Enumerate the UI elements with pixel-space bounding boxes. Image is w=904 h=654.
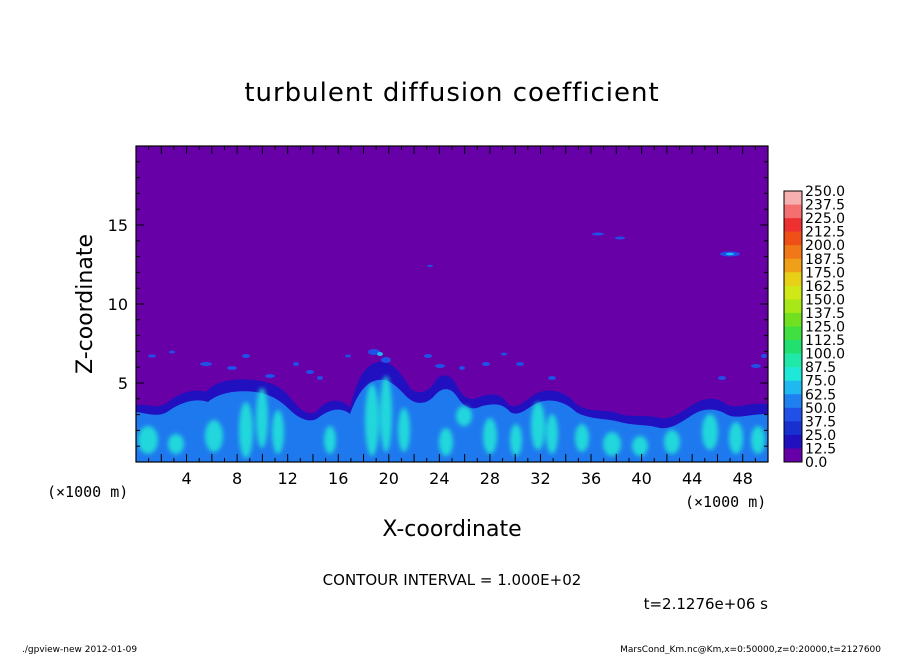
y-tick-marks: 5 10 15 <box>108 161 768 447</box>
colorbar-swatch <box>784 353 802 368</box>
y-tick-label: 5 <box>118 374 128 393</box>
colorbar-swatch <box>784 218 802 232</box>
colorbar-level-label: 225.0 <box>805 211 845 227</box>
colorbar-level-label: 12.5 <box>805 441 836 457</box>
colorbar-level-label: 200.0 <box>805 238 845 254</box>
colorbar-level-label: 250.0 <box>805 184 845 200</box>
colorbar-swatch <box>784 312 802 327</box>
colorbar-level-label: 87.5 <box>805 360 836 376</box>
colorbar-level-label: 100.0 <box>805 347 845 363</box>
colorbar-swatch <box>784 407 802 422</box>
x-tick-label: 28 <box>480 469 500 488</box>
x-tick-label: 48 <box>733 469 753 488</box>
colorbar: 250.0237.5225.0212.5200.0187.5175.0162.5… <box>783 184 845 471</box>
colorbar-swatch <box>784 231 802 246</box>
x-axis-label: X-coordinate <box>382 517 521 542</box>
colorbar-swatch <box>784 421 802 436</box>
colorbar-level-label: 125.0 <box>805 320 845 336</box>
time-label: t=2.1276e+06 s <box>644 595 769 613</box>
colorbar-level-label: 112.5 <box>805 333 845 349</box>
colorbar-level-label: 0.0 <box>805 455 827 471</box>
x-tick-label: 20 <box>379 469 399 488</box>
colorbar-frame <box>783 190 803 463</box>
colorbar-swatch <box>784 245 802 260</box>
colorbar-level-label: 175.0 <box>805 265 845 281</box>
colorbar-level-label: 50.0 <box>805 401 836 417</box>
x-tick-label: 44 <box>682 469 702 488</box>
colorbar-swatch <box>784 367 802 381</box>
x-tick-label: 8 <box>232 469 242 488</box>
colorbar-level-label: 150.0 <box>805 292 845 308</box>
colorbar-swatch <box>784 191 802 205</box>
chart-title: turbulent diffusion coefficient <box>244 78 659 108</box>
x-tick-label: 24 <box>429 469 449 488</box>
colorbar-swatch <box>784 272 802 287</box>
x-tick-label: 16 <box>328 469 348 488</box>
footer-left: ./gpview-new 2012-01-09 <box>22 645 137 654</box>
turbulence-field <box>136 232 768 462</box>
colorbar-level-label: 25.0 <box>805 428 836 444</box>
x-tick-label: 36 <box>581 469 601 488</box>
x-tick-label: 4 <box>181 469 191 488</box>
colorbar-level-label: 187.5 <box>805 252 845 268</box>
colorbar-level-label: 162.5 <box>805 279 845 295</box>
turbulence-specks <box>148 232 767 380</box>
x-unit-left: (×1000 m) <box>47 483 128 501</box>
colorbar-level-label: 75.0 <box>805 374 836 390</box>
x-tick-label: 40 <box>631 469 651 488</box>
colorbar-level-label: 237.5 <box>805 198 845 214</box>
x-tick-label: 32 <box>530 469 550 488</box>
colorbar-level-label: 62.5 <box>805 387 836 403</box>
colorbar-swatch <box>784 340 802 354</box>
colorbar-level-label: 212.5 <box>805 225 845 241</box>
colorbar-swatch <box>784 448 802 463</box>
colorbar-swatch <box>784 326 802 341</box>
footer-right: MarsCond_Km.nc@Km,x=0:50000,z=0:20000,t=… <box>620 645 881 654</box>
colorbar-swatch <box>784 380 802 395</box>
colorbar-swatch <box>784 394 802 409</box>
contour-interval: CONTOUR INTERVAL = 1.000E+02 <box>323 571 582 589</box>
colorbar-swatch <box>784 434 802 449</box>
colorbar-level-label: 137.5 <box>805 306 845 322</box>
turbulence-layer-high <box>138 376 765 458</box>
colorbar-level-label: 37.5 <box>805 414 836 430</box>
y-axis-label: Z-coordinate <box>73 234 98 374</box>
x-tick-marks: 4 8 12 16 20 24 28 32 36 40 44 48 <box>148 146 756 488</box>
x-unit-right: (×1000 m) <box>685 493 766 511</box>
y-tick-label: 10 <box>108 295 128 314</box>
colorbar-swatch <box>784 258 802 273</box>
y-tick-label: 15 <box>108 216 128 235</box>
colorbar-swatch <box>784 204 802 219</box>
x-tick-label: 12 <box>278 469 298 488</box>
colorbar-swatch <box>784 285 802 300</box>
colorbar-swatch <box>784 299 802 314</box>
